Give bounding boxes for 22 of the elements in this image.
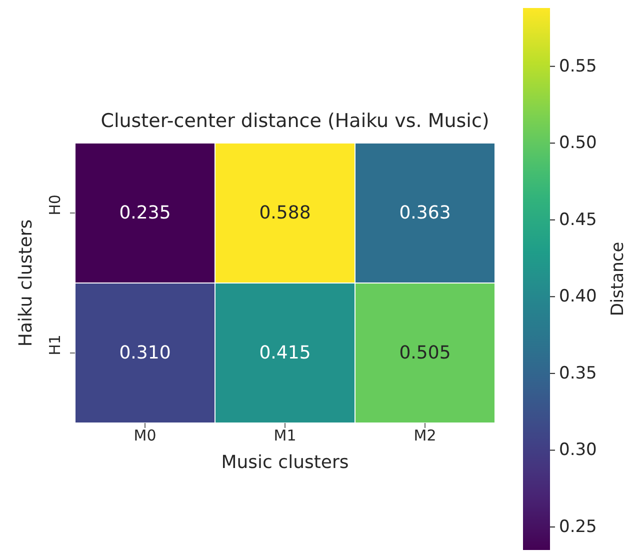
data-label: 0.415 [259,342,311,364]
color-bar-label: 0.40 [559,286,597,307]
data-label: 0.505 [399,342,451,364]
color-bar-label: 0.30 [559,440,597,460]
y-axis-title: Haiku clusters [15,219,36,347]
color-bar-label: 0.45 [559,210,597,230]
x-tick-label: M2 [414,426,436,445]
data-label: 0.588 [259,202,311,224]
data-label: 0.310 [119,342,171,364]
y-tick-label: H1 [46,334,64,356]
color-bar-title: Distance [608,242,628,316]
chart-title: Cluster-center distance (Haiku vs. Music) [100,110,490,132]
x-tick-label: M0 [134,426,156,445]
x-axis-title: Music clusters [221,452,349,473]
data-label: 0.363 [399,202,451,224]
color-bar-label: 0.35 [559,363,597,384]
color-bar-label: 0.55 [559,56,597,76]
color-bar-label: 0.50 [559,133,597,154]
color-bar-label: 0.25 [559,516,597,537]
x-tick-label: M1 [274,426,296,445]
data-label: 0.235 [119,202,171,224]
y-tick-label: H0 [46,194,64,216]
